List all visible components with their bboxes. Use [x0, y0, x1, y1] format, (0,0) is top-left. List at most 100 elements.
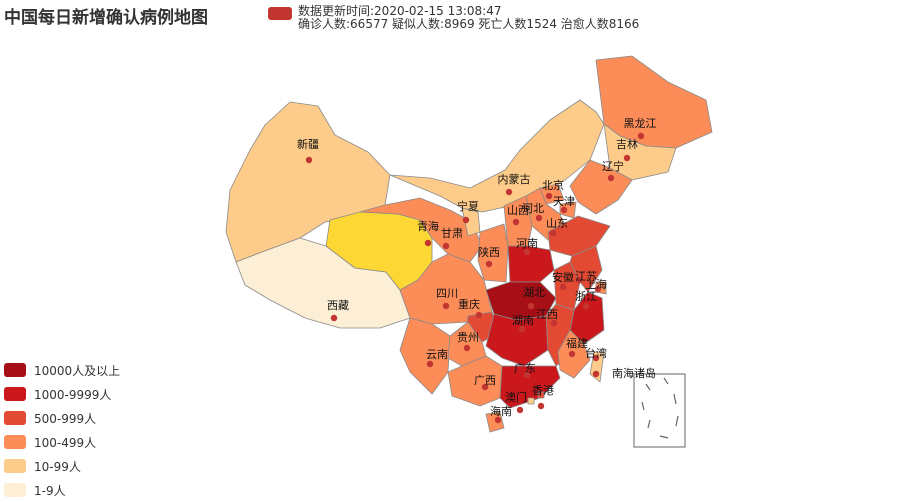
province-山东-marker[interactable]	[549, 229, 557, 237]
province-海南-region[interactable]	[485, 411, 505, 433]
update-time-text: 数据更新时间:2020-02-15 13:08:47	[298, 4, 502, 18]
series-legend-text: 数据更新时间:2020-02-15 13:08:47 确诊人数:66577 疑似人…	[298, 5, 639, 31]
province-甘肃-label: 甘肃	[441, 227, 463, 240]
province-安徽-region[interactable]	[553, 261, 581, 311]
province-海南-marker[interactable]	[494, 416, 502, 424]
visual-map-item-10-99[interactable]: 10-99人	[4, 454, 120, 478]
province-广西-marker[interactable]	[481, 383, 489, 391]
visual-map-item-1000-9999[interactable]: 1000-9999人	[4, 382, 120, 406]
province-贵州-marker[interactable]	[463, 344, 471, 352]
province-上海-label: 上海	[585, 277, 607, 291]
province-宁夏-label: 宁夏	[457, 199, 479, 213]
visual-map-label: 1-9人	[34, 483, 66, 498]
visual-map-item-100-499[interactable]: 100-499人	[4, 430, 120, 454]
province-香港-label: 香港	[532, 384, 554, 397]
visual-map-item-500-999[interactable]: 500-999人	[4, 406, 120, 430]
province-湖南-region[interactable]	[485, 313, 549, 367]
province-云南-marker[interactable]	[426, 360, 434, 368]
province-天津-marker[interactable]	[560, 206, 568, 214]
province-台湾-marker[interactable]	[592, 354, 600, 362]
province-吉林-marker[interactable]	[623, 154, 631, 162]
province-内蒙古-marker[interactable]	[505, 188, 513, 196]
province-新疆-marker[interactable]	[305, 156, 313, 164]
province-河南-marker[interactable]	[523, 248, 531, 256]
province-河北-marker[interactable]	[535, 214, 543, 222]
visual-map-swatch	[4, 363, 26, 377]
province-黑龙江-label: 黑龙江	[624, 117, 657, 130]
province-江西-label: 江西	[536, 308, 558, 321]
visual-map-label: 500-999人	[34, 411, 97, 426]
province-辽宁-region[interactable]	[569, 159, 633, 215]
province-澳门-region[interactable]	[527, 397, 535, 405]
visual-map-swatch	[4, 483, 26, 497]
province-云南-label: 云南	[426, 348, 448, 361]
province-安徽-marker[interactable]	[559, 283, 567, 291]
province-重庆-marker[interactable]	[475, 311, 483, 319]
province-北京-marker[interactable]	[545, 192, 553, 200]
province-四川-marker[interactable]	[442, 302, 450, 310]
visual-map-swatch	[4, 411, 26, 425]
visual-map-label: 10000人及以上	[34, 363, 121, 378]
province-湖南-marker[interactable]	[518, 325, 526, 333]
province-澳门-marker[interactable]	[516, 406, 524, 414]
province-陕西-label: 陕西	[478, 245, 500, 259]
province-辽宁-label: 辽宁	[602, 159, 624, 173]
province-香港-region[interactable]	[537, 391, 545, 399]
province-湖北-label: 湖北	[523, 286, 545, 299]
island-dash-line	[641, 377, 679, 439]
province-陕西-region[interactable]	[477, 223, 509, 283]
province-云南-region[interactable]	[399, 317, 451, 395]
province-湖南-label: 湖南	[512, 314, 534, 327]
province-江西-marker[interactable]	[550, 319, 558, 327]
province-上海-marker[interactable]	[594, 285, 602, 293]
province-贵州-label: 贵州	[457, 331, 479, 344]
province-广东-region[interactable]	[499, 365, 561, 409]
series-legend[interactable]: 数据更新时间:2020-02-15 13:08:47 确诊人数:66577 疑似人…	[268, 5, 639, 31]
province-新疆-label: 新疆	[297, 137, 319, 151]
province-浙江-marker[interactable]	[582, 302, 590, 310]
visual-map-swatch	[4, 435, 26, 449]
visual-map-label: 100-499人	[34, 435, 97, 450]
province-台湾-label: 台湾	[585, 346, 607, 360]
province-南海诸岛-label: 南海诸岛	[612, 366, 656, 380]
series-legend-swatch	[268, 7, 292, 20]
province-辽宁-marker[interactable]	[607, 174, 615, 182]
province-吉林-label: 吉林	[616, 137, 638, 151]
province-海南-label: 海南	[490, 404, 512, 418]
province-山西-marker[interactable]	[512, 218, 520, 226]
province-内蒙古-label: 内蒙古	[498, 172, 531, 186]
province-北京-label: 北京	[542, 178, 564, 192]
province-河北-region[interactable]	[525, 187, 567, 241]
province-江苏-label: 江苏	[575, 270, 597, 283]
province-宁夏-marker[interactable]	[462, 216, 470, 224]
province-青海-label: 青海	[417, 219, 439, 233]
province-青海-marker[interactable]	[424, 239, 432, 247]
province-湖北-marker[interactable]	[527, 302, 535, 310]
south-china-sea-inset	[633, 373, 686, 448]
province-陕西-marker[interactable]	[485, 260, 493, 268]
province-重庆-label: 重庆	[458, 297, 480, 311]
visual-map-item-10000-plus[interactable]: 10000人及以上	[4, 358, 120, 382]
province-广东-marker[interactable]	[523, 371, 531, 379]
province-西藏-label: 西藏	[327, 299, 349, 312]
province-南海诸岛-marker[interactable]	[592, 370, 600, 378]
visual-map-label: 10-99人	[34, 459, 81, 474]
visual-map-item-1-9[interactable]: 1-9人	[4, 478, 120, 502]
province-山东-label: 山东	[546, 217, 568, 230]
province-河南-region[interactable]	[507, 245, 555, 283]
province-福建-marker[interactable]	[568, 350, 576, 358]
province-广东-label: 广东	[514, 362, 536, 375]
province-黑龙江-marker[interactable]	[637, 132, 645, 140]
province-福建-label: 福建	[566, 336, 588, 350]
province-香港-marker[interactable]	[537, 402, 545, 410]
visual-map-swatch	[4, 387, 26, 401]
province-江苏-marker[interactable]	[575, 276, 583, 284]
visual-map-label: 1000-9999人	[34, 387, 112, 402]
province-西藏-marker[interactable]	[330, 314, 338, 322]
province-天津-label: 天津	[553, 195, 575, 208]
province-广西-label: 广西	[474, 374, 496, 387]
province-青海-region[interactable]	[325, 211, 433, 291]
province-四川-label: 四川	[436, 287, 458, 300]
province-甘肃-marker[interactable]	[442, 242, 450, 250]
visual-map-legend: 10000人及以上 1000-9999人 500-999人 100-499人 1…	[4, 358, 120, 502]
